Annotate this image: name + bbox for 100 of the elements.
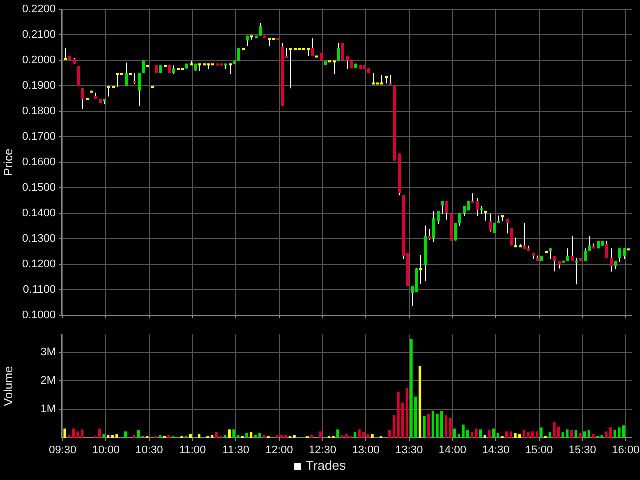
y-tick-label: 0.1000 <box>22 309 56 322</box>
bar <box>536 432 538 438</box>
bar <box>418 366 422 438</box>
bar <box>76 432 80 438</box>
y-tick-label: 0.2200 <box>22 4 56 16</box>
x-tick-label: 12:30 <box>308 444 337 457</box>
bar <box>64 428 66 438</box>
x-tick-label: 09:30 <box>49 444 77 457</box>
bar <box>579 433 582 438</box>
bar <box>354 432 357 438</box>
bar <box>444 415 448 438</box>
bar <box>496 433 500 438</box>
bar <box>432 411 435 438</box>
bar <box>454 428 456 438</box>
bar <box>583 432 586 438</box>
x-tick-label: 15:30 <box>568 444 596 457</box>
bar <box>72 428 76 438</box>
bar <box>436 414 439 438</box>
bar <box>102 434 106 438</box>
x-tick-label: 10:00 <box>92 444 120 457</box>
bar <box>423 416 426 438</box>
candlestick <box>372 73 375 85</box>
bar <box>198 434 201 438</box>
y-tick-label: 0.1500 <box>22 182 56 194</box>
bar <box>189 434 192 438</box>
bar <box>470 432 474 438</box>
bar <box>358 430 361 438</box>
x-tick-label: 13:30 <box>396 444 424 457</box>
bar <box>518 434 522 438</box>
bar <box>622 426 626 438</box>
bar <box>480 430 482 438</box>
x-tick-label: 11:30 <box>222 444 250 457</box>
y-tick-label: 0.1900 <box>22 80 56 92</box>
y-tick-label: 0.2000 <box>22 54 56 67</box>
candlestick <box>419 256 422 284</box>
bar <box>388 430 392 438</box>
bar <box>449 418 452 438</box>
bar <box>319 432 322 438</box>
x-tick-label: 11:00 <box>179 444 206 457</box>
bar <box>527 432 530 438</box>
y-axis-title: Volume <box>2 366 16 406</box>
bar <box>246 433 248 438</box>
bar <box>371 434 374 438</box>
y-tick-label: 3M <box>40 346 56 358</box>
bar <box>116 434 118 438</box>
x-tick-label: 12:00 <box>266 444 294 457</box>
bar <box>588 430 590 438</box>
x-tick-label: 14:00 <box>438 444 466 457</box>
y-tick-label: 0.1700 <box>22 131 56 144</box>
bar <box>428 414 430 438</box>
bar <box>345 434 348 438</box>
x-tick-label: 13:00 <box>352 444 380 457</box>
bar <box>592 434 595 438</box>
bar <box>406 388 409 438</box>
bar <box>124 432 127 438</box>
candlestick <box>289 48 292 89</box>
bar <box>397 392 400 438</box>
bar <box>488 430 491 438</box>
bar <box>548 432 552 438</box>
bar <box>514 433 517 438</box>
y-tick-label: 2M <box>40 374 56 387</box>
candlestick <box>333 60 336 74</box>
y-tick-label: 0.1300 <box>22 232 56 245</box>
bar <box>540 428 543 438</box>
candlestick <box>229 64 232 74</box>
y-tick-label: 0.1800 <box>22 106 56 118</box>
y-tick-label: 0.1400 <box>22 208 56 220</box>
bar <box>366 434 370 438</box>
bar <box>98 428 102 438</box>
y-tick-label: 0.1600 <box>22 156 56 169</box>
bar <box>336 430 340 438</box>
bar <box>574 430 578 438</box>
bar <box>258 433 262 438</box>
candlestick <box>116 73 119 88</box>
bar <box>492 428 496 438</box>
bar <box>609 428 612 438</box>
bar <box>475 428 478 438</box>
x-tick-label: 16:00 <box>612 444 640 457</box>
x-tick-label: 14:30 <box>482 444 510 457</box>
bar <box>228 430 231 438</box>
bar <box>462 424 465 438</box>
bar <box>618 428 621 438</box>
bar <box>168 435 170 438</box>
bar <box>284 435 288 438</box>
bar <box>531 432 534 438</box>
y-tick-label: 1M <box>40 403 56 416</box>
bar <box>566 430 569 438</box>
y-tick-label: 0.1200 <box>22 258 56 270</box>
x-tick-label: 10:30 <box>136 444 164 457</box>
bar <box>570 430 574 438</box>
bar <box>605 432 608 438</box>
bar <box>232 430 236 438</box>
candlestick <box>107 86 110 97</box>
y-tick-label: 0.1100 <box>23 284 56 296</box>
x-tick-label: 15:00 <box>526 444 554 457</box>
text: Trades <box>306 458 346 473</box>
bar <box>510 432 512 438</box>
candlestick <box>575 258 578 285</box>
y-tick-label: 0.2100 <box>22 29 56 42</box>
candlestick <box>64 48 67 60</box>
